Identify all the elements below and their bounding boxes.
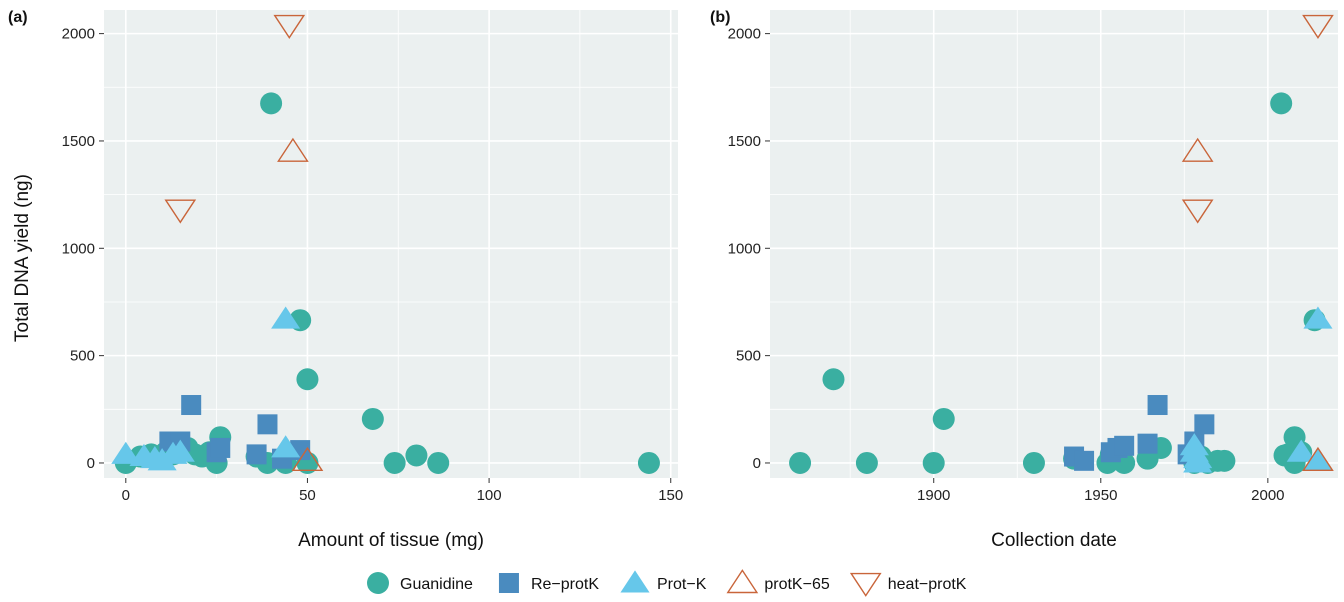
x-tick-label: 1950 (1084, 487, 1117, 504)
x-tick-label: 0 (122, 487, 130, 504)
point-guanidine (427, 451, 450, 474)
point-prot-k (1286, 439, 1316, 462)
point-re-protk (1147, 395, 1168, 416)
y-tick-label: 1000 (62, 240, 95, 257)
point-guanidine (822, 368, 845, 391)
point-re-protk (210, 437, 231, 458)
point-prot-k (1303, 306, 1333, 329)
y-tick-label: 500 (736, 348, 761, 365)
point-protk-65 (277, 137, 309, 162)
point-guanidine (1270, 92, 1293, 115)
point-heat-protk (164, 199, 197, 224)
point-guanidine (361, 407, 384, 430)
point-heat-protk (1302, 14, 1334, 39)
y-tick-label: 2000 (62, 26, 95, 43)
panel-b: 1900 1950 2000 0 500 1000 1500 2000 (b) Collect… (710, 9, 1338, 551)
point-prot-k (111, 441, 141, 464)
point-guanidine (855, 451, 878, 474)
legend-label: Re−protK (531, 576, 599, 593)
point-prot-k (1183, 450, 1213, 473)
x-tick-label: 150 (658, 487, 683, 504)
point-prot-k (271, 435, 301, 458)
panel-b-background (770, 10, 1338, 478)
legend-key-re-protk (498, 573, 519, 593)
legend-item-heat-protk: heat−protK (849, 572, 967, 597)
panel-a-grid (104, 10, 678, 478)
legend: Guanidine Re−protK Prot−K protK−65 heat−prot… (367, 569, 967, 597)
panel-b-points (789, 14, 1334, 474)
y-tick-label: 0 (753, 455, 761, 472)
point-guanidine (383, 451, 406, 474)
legend-key-heat-protk (849, 572, 882, 597)
x-tick-label: 50 (299, 487, 316, 504)
point-guanidine (296, 368, 319, 391)
point-guanidine (922, 451, 945, 474)
point-re-protk (181, 395, 202, 416)
point-guanidine (260, 92, 283, 115)
y-tick-label: 500 (70, 348, 95, 365)
x-tick-label: 100 (477, 487, 502, 504)
point-prot-k (271, 306, 301, 329)
point-prot-k (165, 439, 195, 462)
point-re-protk (1137, 433, 1158, 454)
legend-key-guanidine (367, 572, 389, 594)
point-re-protk (1194, 414, 1215, 435)
point-guanidine (789, 451, 812, 474)
point-re-protk (1074, 450, 1095, 471)
panel-b-label: (b) (710, 9, 730, 26)
point-guanidine (637, 451, 660, 474)
point-prot-k (1303, 448, 1333, 471)
y-tick-label: 1000 (728, 240, 761, 257)
y-tick-label: 0 (87, 455, 95, 472)
point-guanidine (1022, 451, 1045, 474)
legend-item-guanidine: Guanidine (367, 572, 473, 594)
point-guanidine (1213, 449, 1236, 472)
panel-b-x-axis-title: Collection date (991, 530, 1117, 551)
legend-label: heat−protK (888, 576, 967, 593)
legend-item-prot-k: Prot−K (620, 570, 707, 593)
point-heat-protk (1181, 199, 1214, 224)
point-re-protk (257, 414, 278, 435)
y-tick-label: 1500 (728, 133, 761, 150)
panel-a-points (111, 14, 660, 474)
y-tick-label: 1500 (62, 133, 95, 150)
point-guanidine (932, 407, 955, 430)
legend-label: Guanidine (400, 576, 473, 593)
panel-b-ticks: 1900 1950 2000 0 500 1000 1500 2000 (728, 26, 1285, 504)
panel-a-label: (a) (8, 9, 28, 26)
point-protk-65 (1181, 137, 1214, 162)
panel-a-x-axis-title: Amount of tissue (mg) (298, 530, 484, 551)
x-tick-label: 2000 (1251, 487, 1284, 504)
point-protk-65 (1302, 446, 1334, 472)
y-tick-label: 2000 (728, 26, 761, 43)
point-heat-protk (273, 14, 306, 39)
point-re-protk (1114, 435, 1135, 456)
legend-item-protk-65: protK−65 (726, 569, 830, 594)
legend-label: protK−65 (764, 576, 829, 593)
legend-item-re-protk: Re−protK (498, 573, 599, 593)
legend-label: Prot−K (657, 576, 707, 593)
point-guanidine (405, 444, 428, 467)
x-tick-label: 1900 (917, 487, 950, 504)
point-protk-65 (291, 446, 324, 472)
y-axis-title: Total DNA yield (ng) (12, 174, 33, 342)
point-re-protk (246, 444, 267, 465)
legend-key-protk-65 (726, 569, 759, 594)
legend-key-prot-k (620, 570, 650, 593)
